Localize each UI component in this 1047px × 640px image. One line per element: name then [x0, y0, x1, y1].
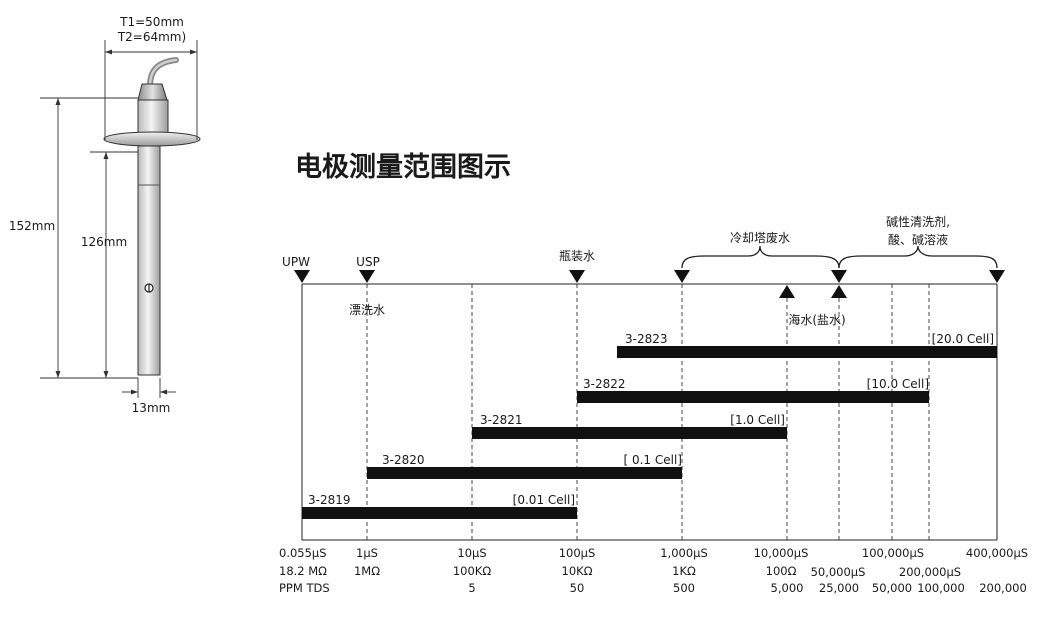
range-model-label: 3-2822	[583, 377, 626, 391]
dim-total-height-label: 152mm	[9, 219, 55, 233]
range-bar-3-2821	[472, 427, 787, 439]
range-chart-frame	[301, 283, 998, 541]
label-rinse-water: 漂洗水	[349, 303, 385, 317]
scale-cond: 10µS	[457, 546, 486, 560]
label-usp: USP	[356, 255, 380, 269]
probe-cable-highlight	[148, 58, 178, 88]
range-row: 3-2822 [10.0 Cell]	[577, 377, 929, 403]
range-row: 3-2820 [ 0.1 Cell]	[367, 453, 682, 479]
scale-res: 1KΩ	[672, 564, 696, 578]
range-row: 3-2819 [0.01 Cell]	[302, 493, 577, 519]
probe-dimensions	[40, 40, 198, 398]
scale-ppm: 50	[570, 581, 585, 595]
label-bottled-water: 瓶装水	[559, 249, 595, 263]
marker-seawater-low	[779, 285, 795, 298]
scale-cond: 100µS	[559, 546, 596, 560]
marker-50000	[831, 270, 847, 283]
scale-cond: 1,000µS	[660, 546, 708, 560]
scale-extra-ppm: 25,000	[819, 581, 859, 595]
scale-res: 1MΩ	[354, 564, 380, 578]
dim-t1-label: T1=50mm	[119, 15, 184, 29]
marker-upw	[294, 270, 310, 283]
marker-seawater-high	[831, 285, 847, 298]
range-cell-label: [0.01 Cell]	[513, 493, 575, 507]
marker-bottled	[569, 270, 585, 283]
range-model-label: 3-2823	[625, 332, 668, 346]
probe-illustration	[103, 57, 201, 376]
range-model-label: 3-2820	[382, 453, 425, 467]
brace-cleaning	[838, 245, 998, 269]
scale-cond: 10,000µS	[754, 546, 809, 560]
bottom-scale: 0.055µS 18.2 MΩ PPM TDS 1µS 1MΩ 10µS 100…	[279, 546, 1028, 595]
dim-diameter-label: 13mm	[132, 401, 171, 415]
marker-usp	[359, 270, 375, 283]
scale-ppm: 5,000	[771, 581, 804, 595]
dim-immersion-height-label: 126mm	[81, 235, 127, 249]
label-cleaning-line2: 酸、碱溶液	[888, 232, 948, 247]
range-bar-3-2823	[617, 346, 997, 358]
scale-extra-ppm: 50,000	[872, 581, 912, 595]
scale-cond: 1µS	[356, 546, 378, 560]
range-model-label: 3-2819	[308, 493, 351, 507]
scale-ppm-label: PPM TDS	[279, 581, 330, 595]
range-cell-label: [ 0.1 Cell]	[623, 453, 682, 467]
scale-extra-cond: 200,000µS	[899, 565, 961, 579]
scale-res: 100Ω	[766, 564, 797, 578]
range-bar-3-2820	[367, 467, 682, 479]
range-chart-gridlines	[366, 284, 930, 540]
range-bar-3-2822	[577, 391, 929, 403]
braces	[681, 245, 998, 269]
label-upw: UPW	[282, 255, 310, 269]
label-seawater: 海水(盐水)	[788, 312, 845, 327]
scale-ppm: 5	[468, 581, 475, 595]
scale-cond: 0.055µS	[279, 546, 327, 560]
scale-ppm: 500	[673, 581, 695, 595]
probe-flange	[103, 131, 201, 147]
range-cell-label: [10.0 Cell]	[867, 377, 929, 391]
diagram-title: 电极测量范围图示	[295, 152, 511, 183]
scale-extra-ppm: 100,000	[917, 581, 965, 595]
scale-cond: 400,000µS	[966, 546, 1028, 560]
range-bars: 3-2823 [20.0 Cell] 3-2822 [10.0 Cell] 3-…	[302, 332, 997, 519]
marker-400000	[989, 270, 1005, 283]
marker-1000	[674, 270, 690, 283]
scale-extra-ppm: 200,000	[979, 581, 1027, 595]
label-cooling-tower: 冷却塔废水	[730, 230, 790, 245]
probe-shaft	[137, 145, 161, 376]
range-bar-3-2819	[302, 507, 577, 519]
probe-top-cap	[137, 83, 168, 101]
brace-cooling-tower	[681, 245, 840, 269]
top-markers	[294, 270, 1005, 298]
range-model-label: 3-2821	[480, 413, 523, 427]
probe-body	[137, 99, 169, 135]
scale-res: 10KΩ	[562, 564, 593, 578]
scale-cond: 100,000µS	[862, 546, 924, 560]
dim-t2-label: T2=64mm)	[117, 30, 186, 44]
range-cell-label: [1.0 Cell]	[730, 413, 785, 427]
scale-res: 18.2 MΩ	[279, 564, 327, 578]
range-row: 3-2821 [1.0 Cell]	[472, 413, 787, 439]
probe-dimension-arrows	[55, 49, 197, 395]
range-row: 3-2823 [20.0 Cell]	[617, 332, 997, 358]
scale-res: 100KΩ	[453, 564, 491, 578]
label-cleaning-line1: 碱性清洗剂,	[886, 214, 950, 229]
scale-extra-cond: 50,000µS	[811, 565, 866, 579]
range-cell-label: [20.0 Cell]	[932, 332, 994, 346]
